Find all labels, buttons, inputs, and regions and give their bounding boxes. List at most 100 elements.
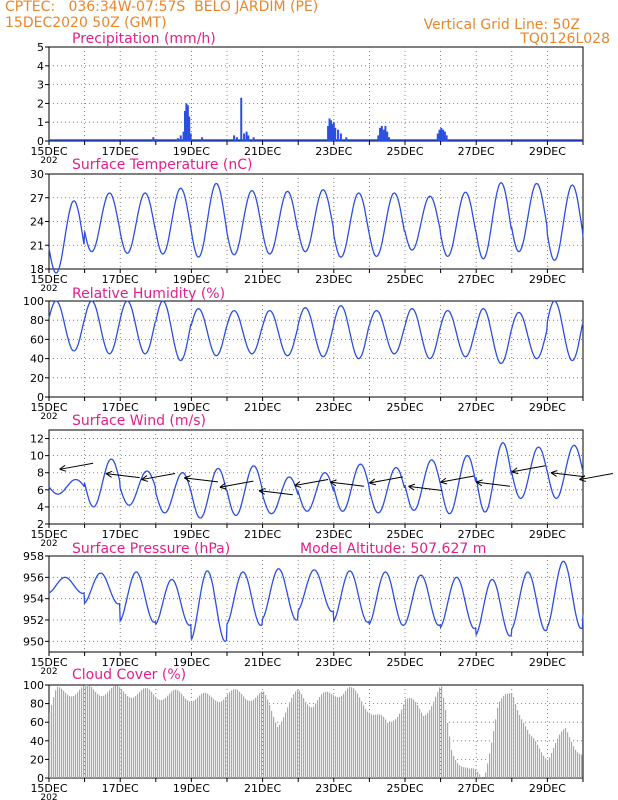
y-tick-label: 4 [37,501,44,514]
x-tick-label: 27DEC [458,145,495,158]
x-tick-label: 23DEC [315,273,352,286]
cloud-bar [531,736,533,778]
cloud-bar [327,691,329,778]
wind-arrow [511,465,546,473]
y-tick-label: 954 [23,593,44,606]
cloud-bar [201,693,203,778]
cloud-bar [309,706,311,778]
panel-frame [48,429,584,525]
precip-bar [337,129,340,141]
cloud-bar [67,694,69,778]
wind-arrow [105,473,140,479]
cloud-bar [265,695,267,778]
cloud-bar [433,701,435,778]
cloud-bar [441,686,443,778]
cloud-bar [251,700,253,778]
cloud-bar [427,712,429,778]
cloud-bar [259,693,261,778]
cloud-bar [121,689,123,778]
cloud-bar [403,704,405,778]
precip-bar [379,127,382,141]
x-tick-label: 23DEC [315,145,352,158]
x-tick-label: 29DEC [529,782,566,795]
cloud-bar [527,729,529,778]
cloud-bar [241,693,243,778]
cloud-bar [217,701,219,778]
cloud-bar [193,700,195,778]
precip-bar [152,137,155,141]
y-tick-label: 10 [30,450,44,463]
precip-bar [440,127,443,141]
cloud-bar [107,692,109,778]
cloud-bar [537,744,539,778]
cloud-bar [257,695,259,778]
x-year-label: 202 [40,667,57,677]
wind-arrow [184,477,219,483]
cloud-bar [415,701,417,778]
cloud-bar [507,693,509,778]
cloud-bar [381,715,383,778]
cloud-bar [385,719,387,778]
cloud-bar [103,695,105,778]
cloud-bar [101,696,103,778]
cloud-bar [127,696,129,778]
x-tick-label: 19DEC [173,656,210,669]
cloud-bar [547,759,549,778]
y-tick-label: 0 [37,135,44,148]
cloud-bar [361,701,363,778]
cloud-bar [69,696,71,778]
wind-arrow-head [511,467,519,475]
cloud-bar [307,704,309,778]
cloud-bar [543,755,545,778]
cloud-bar [463,767,465,778]
cloud-bar [523,722,525,778]
x-tick-label: 19DEC [173,528,210,541]
cloud-bar [95,691,97,778]
cloud-bar [65,692,67,778]
wind-arrow [219,480,254,488]
cloud-bar [347,688,349,778]
x-tick-label: 19DEC [173,401,210,414]
precip-bar [189,133,192,141]
cloud-bar [281,721,283,778]
y-tick-label: 6 [37,484,44,497]
wind-arrow-head [184,475,191,482]
cloud-bar [143,688,145,778]
precip-bar [443,131,446,141]
precip-bar [183,110,186,141]
cloud-bar [409,698,411,778]
cloud-bar [203,692,205,778]
cloud-bar [435,696,437,778]
x-tick-label: 23DEC [315,401,352,414]
precip-bar [233,135,236,141]
y-tick-label: 40 [30,735,44,748]
series-line [48,560,584,642]
cloud-bar [345,691,347,778]
wind-arrow-head [475,479,483,487]
precip-bar [245,131,248,141]
x-tick-label: 15DEC [30,782,67,795]
x-tick-label: 25DEC [386,273,423,286]
y-tick-label: 20 [30,753,44,766]
cloud-bar [559,734,561,778]
y-tick-label: 3 [37,79,44,92]
cloud-bar [293,694,295,778]
precip-bar [331,124,334,141]
cloud-bar [321,694,323,778]
precip-bar [235,137,238,141]
cloud-bar [155,696,157,778]
wind-arrow-head [219,482,227,490]
cloud-bar [61,688,63,778]
cloud-bar [513,697,515,778]
cloud-bar [501,698,503,778]
cloud-bar [87,685,89,778]
precip-bar [179,135,182,141]
cloud-bar [149,689,151,778]
cloud-bar [493,731,495,778]
precip-bar [327,125,330,141]
cloud-bar [457,763,459,778]
cloud-bar [179,691,181,778]
cloud-bar [299,690,301,778]
y-tick-label: 956 [23,571,44,584]
cloud-bar [279,724,281,778]
